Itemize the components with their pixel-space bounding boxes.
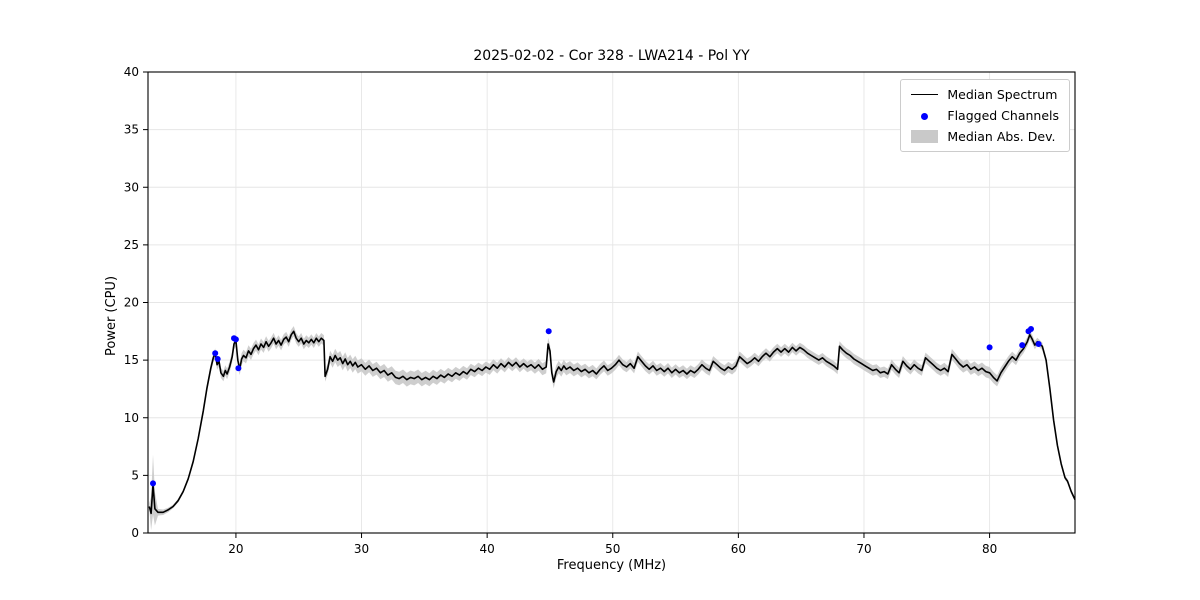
flagged-channel-point	[235, 365, 242, 372]
flagged-dot-swatch-icon	[911, 108, 938, 123]
x-tick-label: 30	[354, 542, 369, 556]
legend-item-flagged-channels: Flagged Channels	[911, 108, 1059, 123]
x-tick-label: 60	[731, 542, 746, 556]
x-tick-label: 80	[982, 542, 997, 556]
median-line-swatch-icon	[911, 94, 939, 95]
y-tick-label: 30	[124, 180, 139, 194]
y-tick-label: 35	[124, 123, 139, 137]
y-tick-label: 20	[124, 296, 139, 310]
flagged-channel-point	[212, 350, 219, 357]
mad-band-swatch-icon	[911, 130, 939, 143]
flagged-channel-point	[986, 344, 993, 351]
legend-item-median-abs-dev: Median Abs. Dev.	[911, 129, 1059, 144]
flagged-channel-point	[214, 356, 221, 362]
flagged-channel-point	[545, 328, 552, 335]
y-tick-label: 0	[131, 526, 139, 540]
x-tick-label: 70	[856, 542, 871, 556]
flagged-channel-point	[150, 480, 156, 487]
chart-title: 2025-02-02 - Cor 328 - LWA214 - Pol YY	[473, 48, 750, 64]
y-tick-label: 25	[124, 238, 139, 252]
flagged-channel-point	[1028, 326, 1034, 332]
y-axis-label: Power (CPU)	[104, 275, 119, 356]
y-tick-label: 15	[124, 353, 139, 367]
legend-label-median-abs-dev: Median Abs. Dev.	[947, 129, 1056, 144]
flagged-channel-point	[1019, 342, 1026, 349]
y-tick-label: 40	[124, 65, 139, 79]
legend-item-median-spectrum: Median Spectrum	[911, 87, 1059, 102]
x-axis-label: Frequency (MHz)	[556, 558, 667, 573]
median-spectrum-line	[148, 330, 1076, 515]
x-tick-label: 50	[605, 542, 620, 556]
legend-label-median-spectrum: Median Spectrum	[947, 87, 1058, 102]
y-tick-label: 5	[131, 468, 139, 482]
y-tick-label: 10	[124, 411, 139, 425]
flagged-channel-point	[232, 336, 239, 343]
legend-label-flagged-channels: Flagged Channels	[947, 108, 1059, 123]
legend: Median Spectrum Flagged Channels Median …	[900, 79, 1070, 152]
x-tick-label: 20	[228, 542, 243, 556]
x-tick-label: 40	[480, 542, 495, 556]
mad-band	[149, 326, 1076, 531]
flagged-channel-point	[1035, 341, 1042, 347]
